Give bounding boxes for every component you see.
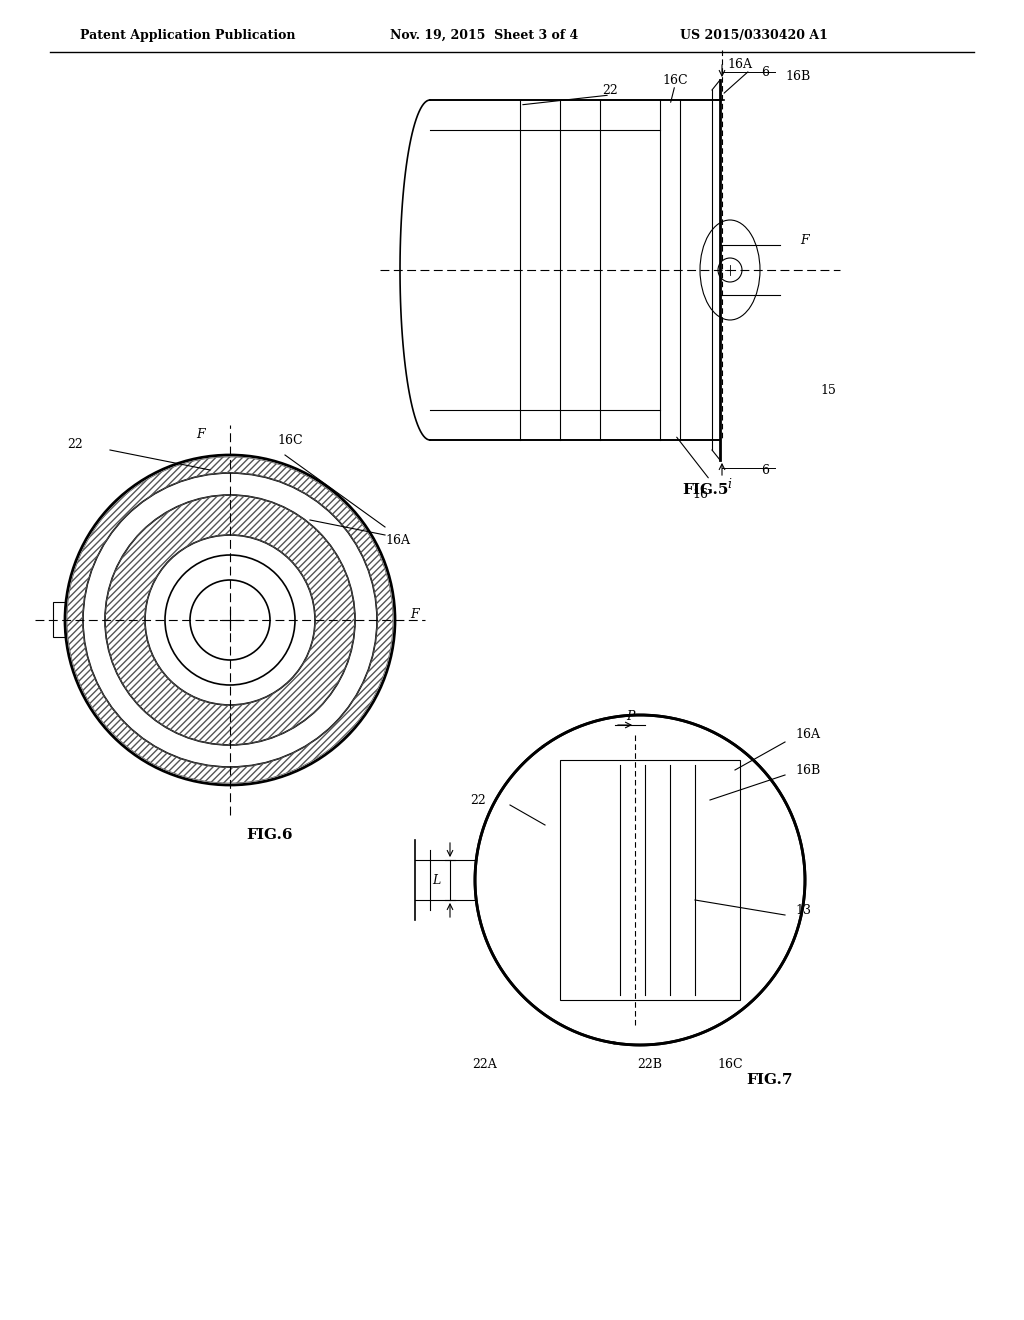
Text: L: L [432,874,440,887]
Text: 16C: 16C [278,433,303,446]
Text: F: F [410,609,419,622]
Text: 16A: 16A [727,58,753,71]
Text: 16C: 16C [717,1059,742,1072]
Text: FIG.5: FIG.5 [682,483,728,498]
Text: 16B: 16B [795,763,820,776]
Text: 6: 6 [761,463,769,477]
Text: i: i [727,479,731,491]
Text: 22B: 22B [638,1059,663,1072]
Text: F: F [196,429,205,441]
Text: 16A: 16A [795,729,820,742]
Text: 15: 15 [820,384,836,396]
Text: Patent Application Publication: Patent Application Publication [80,29,296,41]
Text: 6: 6 [761,66,769,78]
Text: FIG.7: FIG.7 [746,1073,794,1086]
Text: 22: 22 [602,83,617,96]
Text: Nov. 19, 2015  Sheet 3 of 4: Nov. 19, 2015 Sheet 3 of 4 [390,29,579,41]
Text: P: P [626,710,634,723]
Text: 22: 22 [68,438,83,451]
Text: US 2015/0330420 A1: US 2015/0330420 A1 [680,29,827,41]
Text: 16B: 16B [785,70,810,83]
Text: F: F [800,234,809,247]
Text: FIG.6: FIG.6 [247,828,293,842]
Text: 13: 13 [795,903,811,916]
Text: 16A: 16A [385,533,410,546]
Text: 16: 16 [692,488,708,502]
Text: 16C: 16C [663,74,688,87]
Bar [53,602,65,638]
Text: 22A: 22A [473,1059,498,1072]
Text: 22: 22 [470,793,485,807]
Bar [560,760,740,1001]
